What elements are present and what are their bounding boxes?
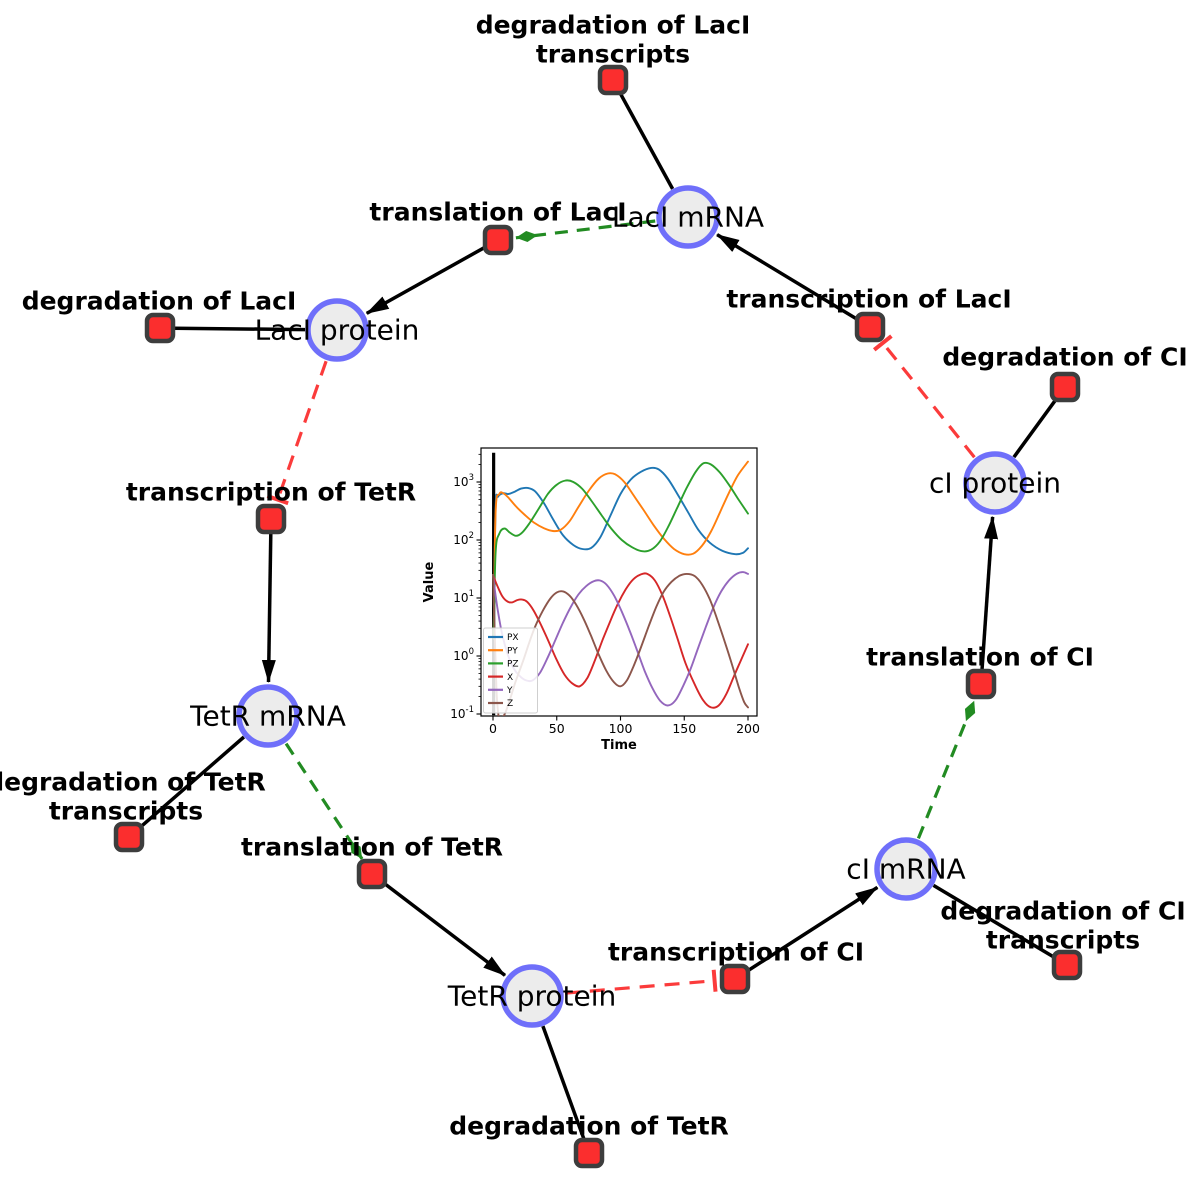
reaction-label-degradation-tetr-transcripts-line2: transcripts	[49, 797, 203, 826]
reaction-node-transcription-tetr[interactable]	[255, 503, 287, 535]
reaction-label-degradation-laci: degradation of LacI	[22, 287, 297, 316]
species-node-tetr-protein[interactable]	[500, 964, 564, 1028]
x-tick-label: 100	[609, 721, 633, 736]
reaction-node-degradation-ci[interactable]	[1049, 371, 1081, 403]
species-node-tetr-mrna[interactable]	[236, 684, 300, 748]
chart-ylabel: Value	[422, 561, 437, 602]
edge-production-translation-tetr-to-tetr-protein	[382, 881, 507, 977]
reaction-label-degradation-ci: degradation of CI	[942, 343, 1187, 372]
reaction-label-translation-tetr: translation of TetR	[241, 833, 503, 862]
edge-consumption-laci-protein-to-degradation-laci	[173, 326, 306, 332]
edge-production-transcription-tetr-to-tetr-mrna	[261, 532, 276, 683]
reaction-node-degradation-tetr[interactable]	[573, 1137, 605, 1169]
edge-production-translation-ci-to-ci-protein	[980, 515, 999, 671]
species-node-ci-protein[interactable]	[963, 451, 1027, 515]
edge-consumption-ci-protein-to-degradation-ci	[1012, 397, 1059, 459]
reaction-node-degradation-ci-transcripts[interactable]	[1051, 949, 1083, 981]
legend-label-PY: PY	[507, 646, 518, 656]
legend-label-PX: PX	[507, 633, 519, 643]
reaction-label-degradation-tetr: degradation of TetR	[449, 1112, 729, 1141]
reaction-label-translation-ci: translation of CI	[866, 643, 1094, 672]
legend-label-PZ: PZ	[507, 660, 519, 670]
x-tick-label: 0	[489, 721, 497, 736]
species-label-ci-protein: cI protein	[929, 467, 1061, 500]
reaction-label-degradation-laci-transcripts: degradation of LacI	[476, 11, 751, 40]
reaction-node-degradation-tetr-transcripts[interactable]	[113, 821, 145, 853]
edge-modifier-ci-mrna-to-translation-ci	[916, 700, 976, 840]
edge-inhibition-tetr-protein-to-transcription-ci	[564, 969, 718, 995]
reaction-node-translation-laci[interactable]	[482, 224, 514, 256]
reaction-label-degradation-tetr-transcripts: degradation of TetR	[0, 768, 266, 797]
reaction-label-transcription-laci: transcription of LacI	[726, 285, 1011, 314]
edge-production-translation-laci-to-laci-protein	[365, 245, 487, 315]
edge-production-transcription-laci-to-laci-mrna	[716, 233, 859, 322]
labels-layer: LacI mRNA LacI protein TetR mRNA TetR prote…	[0, 11, 1188, 1141]
species-label-tetr-mrna: TetR mRNA	[189, 700, 346, 733]
reaction-node-transcription-laci[interactable]	[854, 311, 886, 343]
x-tick-label: 200	[736, 721, 760, 736]
reaction-label-translation-laci: translation of LacI	[369, 198, 626, 227]
legend-label-X: X	[507, 673, 513, 683]
reaction-node-translation-ci[interactable]	[965, 668, 997, 700]
species-label-laci-protein: LacI protein	[255, 314, 420, 347]
species-label-tetr-protein: TetR protein	[447, 980, 616, 1013]
species-label-ci-mrna: cI mRNA	[846, 853, 965, 886]
reaction-label-degradation-ci-transcripts-line2: transcripts	[986, 926, 1140, 955]
species-node-ci-mrna[interactable]	[874, 837, 938, 901]
species-node-laci-protein[interactable]	[305, 298, 369, 362]
chart-series-X	[492, 572, 749, 709]
x-tick-label: 150	[672, 721, 696, 736]
reaction-node-degradation-laci-transcripts[interactable]	[597, 64, 629, 96]
legend-label-Y: Y	[506, 686, 513, 696]
chart-xlabel: Time	[601, 738, 637, 753]
reaction-node-transcription-ci[interactable]	[719, 963, 751, 995]
reaction-label-transcription-tetr: transcription of TetR	[126, 478, 416, 507]
species-label-laci-mrna: LacI mRNA	[612, 201, 764, 234]
chart-series-PY	[492, 460, 749, 640]
reaction-label-transcription-ci: transcription of CI	[608, 938, 864, 967]
edge-modifier-laci-mrna-to-translation-laci	[515, 219, 656, 242]
y-tick-label: 10-1	[450, 705, 474, 721]
y-tick-label: 100	[453, 647, 474, 663]
reaction-node-translation-tetr[interactable]	[356, 858, 388, 890]
reaction-node-degradation-laci[interactable]	[144, 312, 176, 344]
edge-modifier-tetr-mrna-to-translation-tetr	[284, 742, 364, 860]
edge-consumption-ci-mrna-to-degradation-ci-transcripts	[932, 883, 1056, 960]
edge-production-transcription-ci-to-ci-mrna	[745, 885, 879, 973]
y-tick-label: 101	[453, 589, 474, 605]
legend-label-Z: Z	[507, 699, 513, 709]
species-node-laci-mrna[interactable]	[656, 185, 720, 249]
chart-legend: PX PY PZ XYZ	[483, 627, 538, 714]
nodes-layer	[113, 64, 1083, 1169]
edges-layer	[138, 91, 1059, 1141]
y-tick-label: 102	[453, 531, 474, 547]
reaction-label-degradation-laci-transcripts-line2: transcripts	[536, 40, 690, 69]
y-tick-label: 103	[453, 473, 474, 489]
chart-series-PX	[492, 466, 749, 640]
x-tick-label: 50	[549, 721, 565, 736]
edge-consumption-tetr-protein-to-degradation-tetr	[541, 1025, 586, 1141]
chart-series-PZ	[492, 461, 749, 640]
edge-consumption-laci-mrna-to-degradation-laci-transcripts	[618, 91, 675, 190]
reaction-label-degradation-ci-transcripts: degradation of CI	[940, 897, 1185, 926]
edge-consumption-tetr-mrna-to-degradation-tetr-transcripts	[138, 735, 246, 830]
